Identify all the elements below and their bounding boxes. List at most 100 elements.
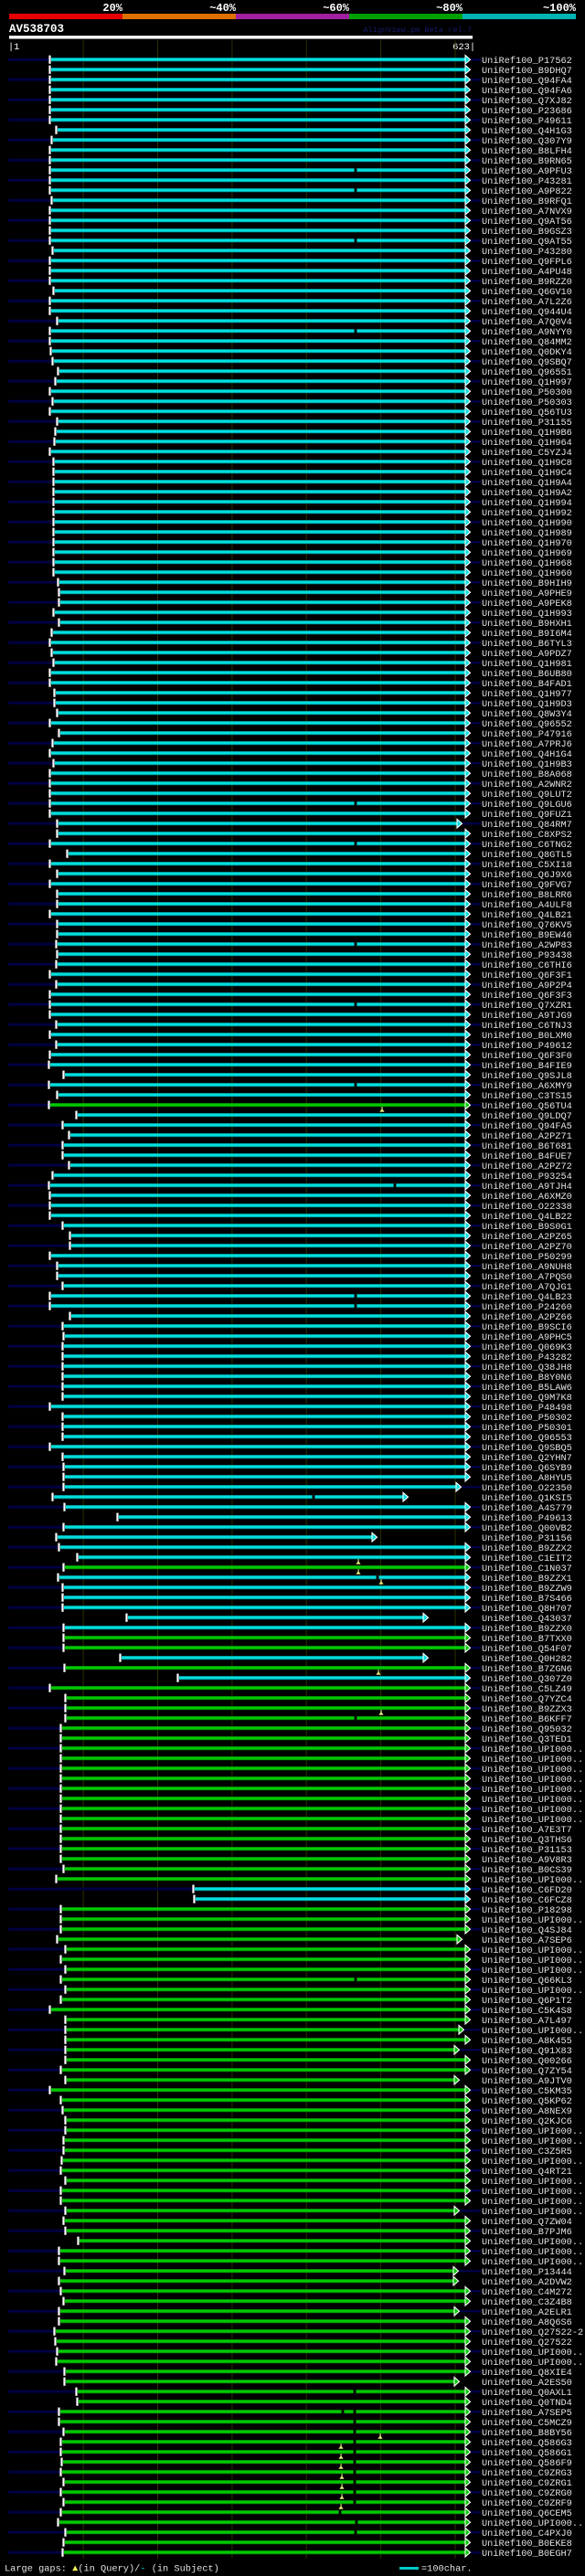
svg-text:UniRef100_Q1H994: UniRef100_Q1H994 xyxy=(482,498,572,509)
svg-text:UniRef100_P31155: UniRef100_P31155 xyxy=(482,418,572,429)
svg-text:UniRef100_Q1H993: UniRef100_Q1H993 xyxy=(482,609,572,620)
svg-text:UniRef100_Q6F3F0: UniRef100_Q6F3F0 xyxy=(482,1051,572,1062)
svg-text:UniRef100_C6FD20: UniRef100_C6FD20 xyxy=(482,1885,572,1896)
svg-text:UniRef100_A9P2P4: UniRef100_A9P2P4 xyxy=(482,981,572,991)
svg-text:UniRef100_Q1H9A2: UniRef100_Q1H9A2 xyxy=(482,488,572,499)
svg-text:UniRef100_B9ZZX2: UniRef100_B9ZZX2 xyxy=(482,1543,572,1554)
svg-text:UniRef100_B9ZZX3: UniRef100_B9ZZX3 xyxy=(482,1704,572,1715)
svg-text:UniRef100_B5LAW6: UniRef100_B5LAW6 xyxy=(482,1383,572,1394)
svg-text:UniRef100_Q1H969: UniRef100_Q1H969 xyxy=(482,548,572,559)
svg-text:UniRef100_Q9FUZ1: UniRef100_Q9FUZ1 xyxy=(482,810,572,821)
svg-text:UniRef100_P49612: UniRef100_P49612 xyxy=(482,1041,572,1052)
svg-text:UniRef100_A7QJG1: UniRef100_A7QJG1 xyxy=(482,1282,572,1293)
svg-text:UniRef100_UPI000..: UniRef100_UPI000.. xyxy=(482,1915,583,1926)
svg-text:UniRef100_Q66KL3: UniRef100_Q66KL3 xyxy=(482,1976,572,1987)
svg-text:UniRef100_Q4RT21: UniRef100_Q4RT21 xyxy=(482,2167,572,2178)
svg-text:UniRef100_A7PQS0: UniRef100_A7PQS0 xyxy=(482,1272,572,1283)
svg-text:UniRef100_B8LFH4: UniRef100_B8LFH4 xyxy=(482,146,572,157)
svg-text:UniRef100_Q6P1T2: UniRef100_Q6P1T2 xyxy=(482,1996,572,2007)
svg-text:UniRef100_UPI000..: UniRef100_UPI000.. xyxy=(482,1754,583,1765)
svg-text:UniRef100_Q069K3: UniRef100_Q069K3 xyxy=(482,1342,572,1353)
svg-text:UniRef100_A2PZ72: UniRef100_A2PZ72 xyxy=(482,1161,572,1172)
svg-text:UniRef100_C4M272: UniRef100_C4M272 xyxy=(482,2287,572,2298)
svg-text:UniRef100_P50302: UniRef100_P50302 xyxy=(482,1413,572,1424)
svg-text:UniRef100_C9ZRF9: UniRef100_C9ZRF9 xyxy=(482,2498,572,2509)
svg-text:UniRef100_Q84RM7: UniRef100_Q84RM7 xyxy=(482,820,572,831)
svg-text:UniRef100_P47916: UniRef100_P47916 xyxy=(482,729,572,740)
svg-text:UniRef100_UPI000..: UniRef100_UPI000.. xyxy=(482,2518,583,2529)
svg-text:UniRef100_A2WNR2: UniRef100_A2WNR2 xyxy=(482,779,572,790)
svg-text:UniRef100_Q2YHN7: UniRef100_Q2YHN7 xyxy=(482,1453,572,1464)
svg-text:UniRef100_Q4H1G3: UniRef100_Q4H1G3 xyxy=(482,126,572,137)
svg-text:UniRef100_A8HYU5: UniRef100_A8HYU5 xyxy=(482,1473,572,1484)
svg-text:AlignView.pm Beta rel.7: AlignView.pm Beta rel.7 xyxy=(363,26,472,35)
svg-text:UniRef100_Q1KSI5: UniRef100_Q1KSI5 xyxy=(482,1493,572,1504)
svg-text:UniRef100_Q6F3F1: UniRef100_Q6F3F1 xyxy=(482,970,572,981)
svg-text:UniRef100_Q1H977: UniRef100_Q1H977 xyxy=(482,689,572,700)
svg-text:UniRef100_UPI000..: UniRef100_UPI000.. xyxy=(482,1795,583,1806)
svg-text:UniRef100_A2PZ70: UniRef100_A2PZ70 xyxy=(482,1242,572,1253)
svg-text:UniRef100_Q2KJC6: UniRef100_Q2KJC6 xyxy=(482,2116,572,2127)
svg-text:UniRef100_Q1H9B6: UniRef100_Q1H9B6 xyxy=(482,428,572,439)
svg-text:UniRef100_P49613: UniRef100_P49613 xyxy=(482,1513,572,1524)
svg-text:UniRef100_Q9SJL8: UniRef100_Q9SJL8 xyxy=(482,1071,572,1082)
svg-text:UniRef100_Q586F9: UniRef100_Q586F9 xyxy=(482,2458,572,2469)
svg-text:UniRef100_Q9LDQ7: UniRef100_Q9LDQ7 xyxy=(482,1111,572,1122)
svg-text:UniRef100_A2ES50: UniRef100_A2ES50 xyxy=(482,2378,572,2389)
svg-text:UniRef100_Q1H9B3: UniRef100_Q1H9B3 xyxy=(482,759,572,770)
svg-text:UniRef100_UPI000..: UniRef100_UPI000.. xyxy=(482,2026,583,2037)
svg-text:UniRef100_A9PFU3: UniRef100_A9PFU3 xyxy=(482,166,572,177)
svg-text:UniRef100_A7SEP6: UniRef100_A7SEP6 xyxy=(482,1935,572,1946)
svg-text:UniRef100_Q00VB2: UniRef100_Q00VB2 xyxy=(482,1523,572,1534)
svg-text:UniRef100_Q6GV10: UniRef100_Q6GV10 xyxy=(482,287,572,298)
svg-text:UniRef100_UPI000..: UniRef100_UPI000.. xyxy=(482,2207,583,2218)
svg-text:UniRef100_B0LXM0: UniRef100_B0LXM0 xyxy=(482,1031,572,1042)
svg-text:UniRef100_A2DVW2: UniRef100_A2DVW2 xyxy=(482,2277,572,2288)
svg-text:UniRef100_B9RFQ1: UniRef100_B9RFQ1 xyxy=(482,196,572,207)
svg-text:UniRef100_P93254: UniRef100_P93254 xyxy=(482,1171,572,1182)
svg-text:UniRef100_A7PRJ6: UniRef100_A7PRJ6 xyxy=(482,739,572,750)
svg-text:UniRef100_Q56TU3: UniRef100_Q56TU3 xyxy=(482,408,572,419)
svg-text:UniRef100_B8A068: UniRef100_B8A068 xyxy=(482,769,572,780)
svg-text:UniRef100_A7Q0V4: UniRef100_A7Q0V4 xyxy=(482,317,572,328)
svg-text:UniRef100_Q96552: UniRef100_Q96552 xyxy=(482,719,572,730)
svg-text:UniRef100_C3Z4B8: UniRef100_C3Z4B8 xyxy=(482,2297,572,2308)
svg-text:UniRef100_Q7XZR1: UniRef100_Q7XZR1 xyxy=(482,1001,572,1012)
svg-text:UniRef100_C5K4S8: UniRef100_C5K4S8 xyxy=(482,2006,572,2017)
svg-text:UniRef100_UPI000..: UniRef100_UPI000.. xyxy=(482,2177,583,2188)
svg-text:UniRef100_Q7ZW04: UniRef100_Q7ZW04 xyxy=(482,2217,572,2228)
svg-text:UniRef100_P50300: UniRef100_P50300 xyxy=(482,387,572,398)
svg-text:UniRef100_Q9SBQ7: UniRef100_Q9SBQ7 xyxy=(482,357,572,368)
svg-text:UniRef100_Q43037: UniRef100_Q43037 xyxy=(482,1614,572,1625)
svg-text:UniRef100_UPI000..: UniRef100_UPI000.. xyxy=(482,2157,583,2168)
svg-text:UniRef100_C3Z5R5: UniRef100_C3Z5R5 xyxy=(482,2147,572,2157)
svg-text:UniRef100_A2PZ65: UniRef100_A2PZ65 xyxy=(482,1232,572,1243)
svg-text:UniRef100_P31153: UniRef100_P31153 xyxy=(482,1845,572,1856)
svg-text:UniRef100_Q38JH8: UniRef100_Q38JH8 xyxy=(482,1362,572,1373)
svg-text:UniRef100_B4FUE7: UniRef100_B4FUE7 xyxy=(482,1151,572,1162)
svg-text:UniRef100_Q944U4: UniRef100_Q944U4 xyxy=(482,307,572,318)
svg-text:UniRef100_A9P822: UniRef100_A9P822 xyxy=(482,186,572,197)
svg-text:UniRef100_P50299: UniRef100_P50299 xyxy=(482,1252,572,1263)
svg-text:UniRef100_Q94FA5: UniRef100_Q94FA5 xyxy=(482,1121,572,1132)
svg-text:UniRef100_Q6SYB9: UniRef100_Q6SYB9 xyxy=(482,1463,572,1474)
svg-text:UniRef100_UPI000..: UniRef100_UPI000.. xyxy=(482,1785,583,1796)
svg-text:UniRef100_P49611: UniRef100_P49611 xyxy=(482,116,572,127)
svg-text:UniRef100_Q91X83: UniRef100_Q91X83 xyxy=(482,2046,572,2057)
svg-text:UniRef100_B9HXH1: UniRef100_B9HXH1 xyxy=(482,619,572,630)
svg-text:UniRef100_A2WP83: UniRef100_A2WP83 xyxy=(482,940,572,951)
svg-text:UniRef100_B8BY56: UniRef100_B8BY56 xyxy=(482,2428,572,2439)
svg-text:UniRef100_Q7YZC4: UniRef100_Q7YZC4 xyxy=(482,1694,572,1705)
svg-text:UniRef100_B9ZZX0: UniRef100_B9ZZX0 xyxy=(482,1624,572,1635)
svg-text:UniRef100_P43281: UniRef100_P43281 xyxy=(482,176,572,187)
svg-text:UniRef100_A9TJH4: UniRef100_A9TJH4 xyxy=(482,1182,572,1193)
svg-text:UniRef100_UPI000..: UniRef100_UPI000.. xyxy=(482,1744,583,1755)
svg-text:UniRef100_Q95032: UniRef100_Q95032 xyxy=(482,1724,572,1735)
svg-text:UniRef100_Q307Y9: UniRef100_Q307Y9 xyxy=(482,136,572,147)
svg-text:UniRef100_UPI000..: UniRef100_UPI000.. xyxy=(482,2358,583,2369)
svg-text:UniRef100_B7TXX0: UniRef100_B7TXX0 xyxy=(482,1634,572,1645)
svg-text:UniRef100_UPI000..: UniRef100_UPI000.. xyxy=(482,1945,583,1956)
svg-text:UniRef100_Q96553: UniRef100_Q96553 xyxy=(482,1433,572,1444)
svg-text:UniRef100_C6THI6: UniRef100_C6THI6 xyxy=(482,960,572,971)
svg-text:UniRef100_Q0H282: UniRef100_Q0H282 xyxy=(482,1654,572,1665)
